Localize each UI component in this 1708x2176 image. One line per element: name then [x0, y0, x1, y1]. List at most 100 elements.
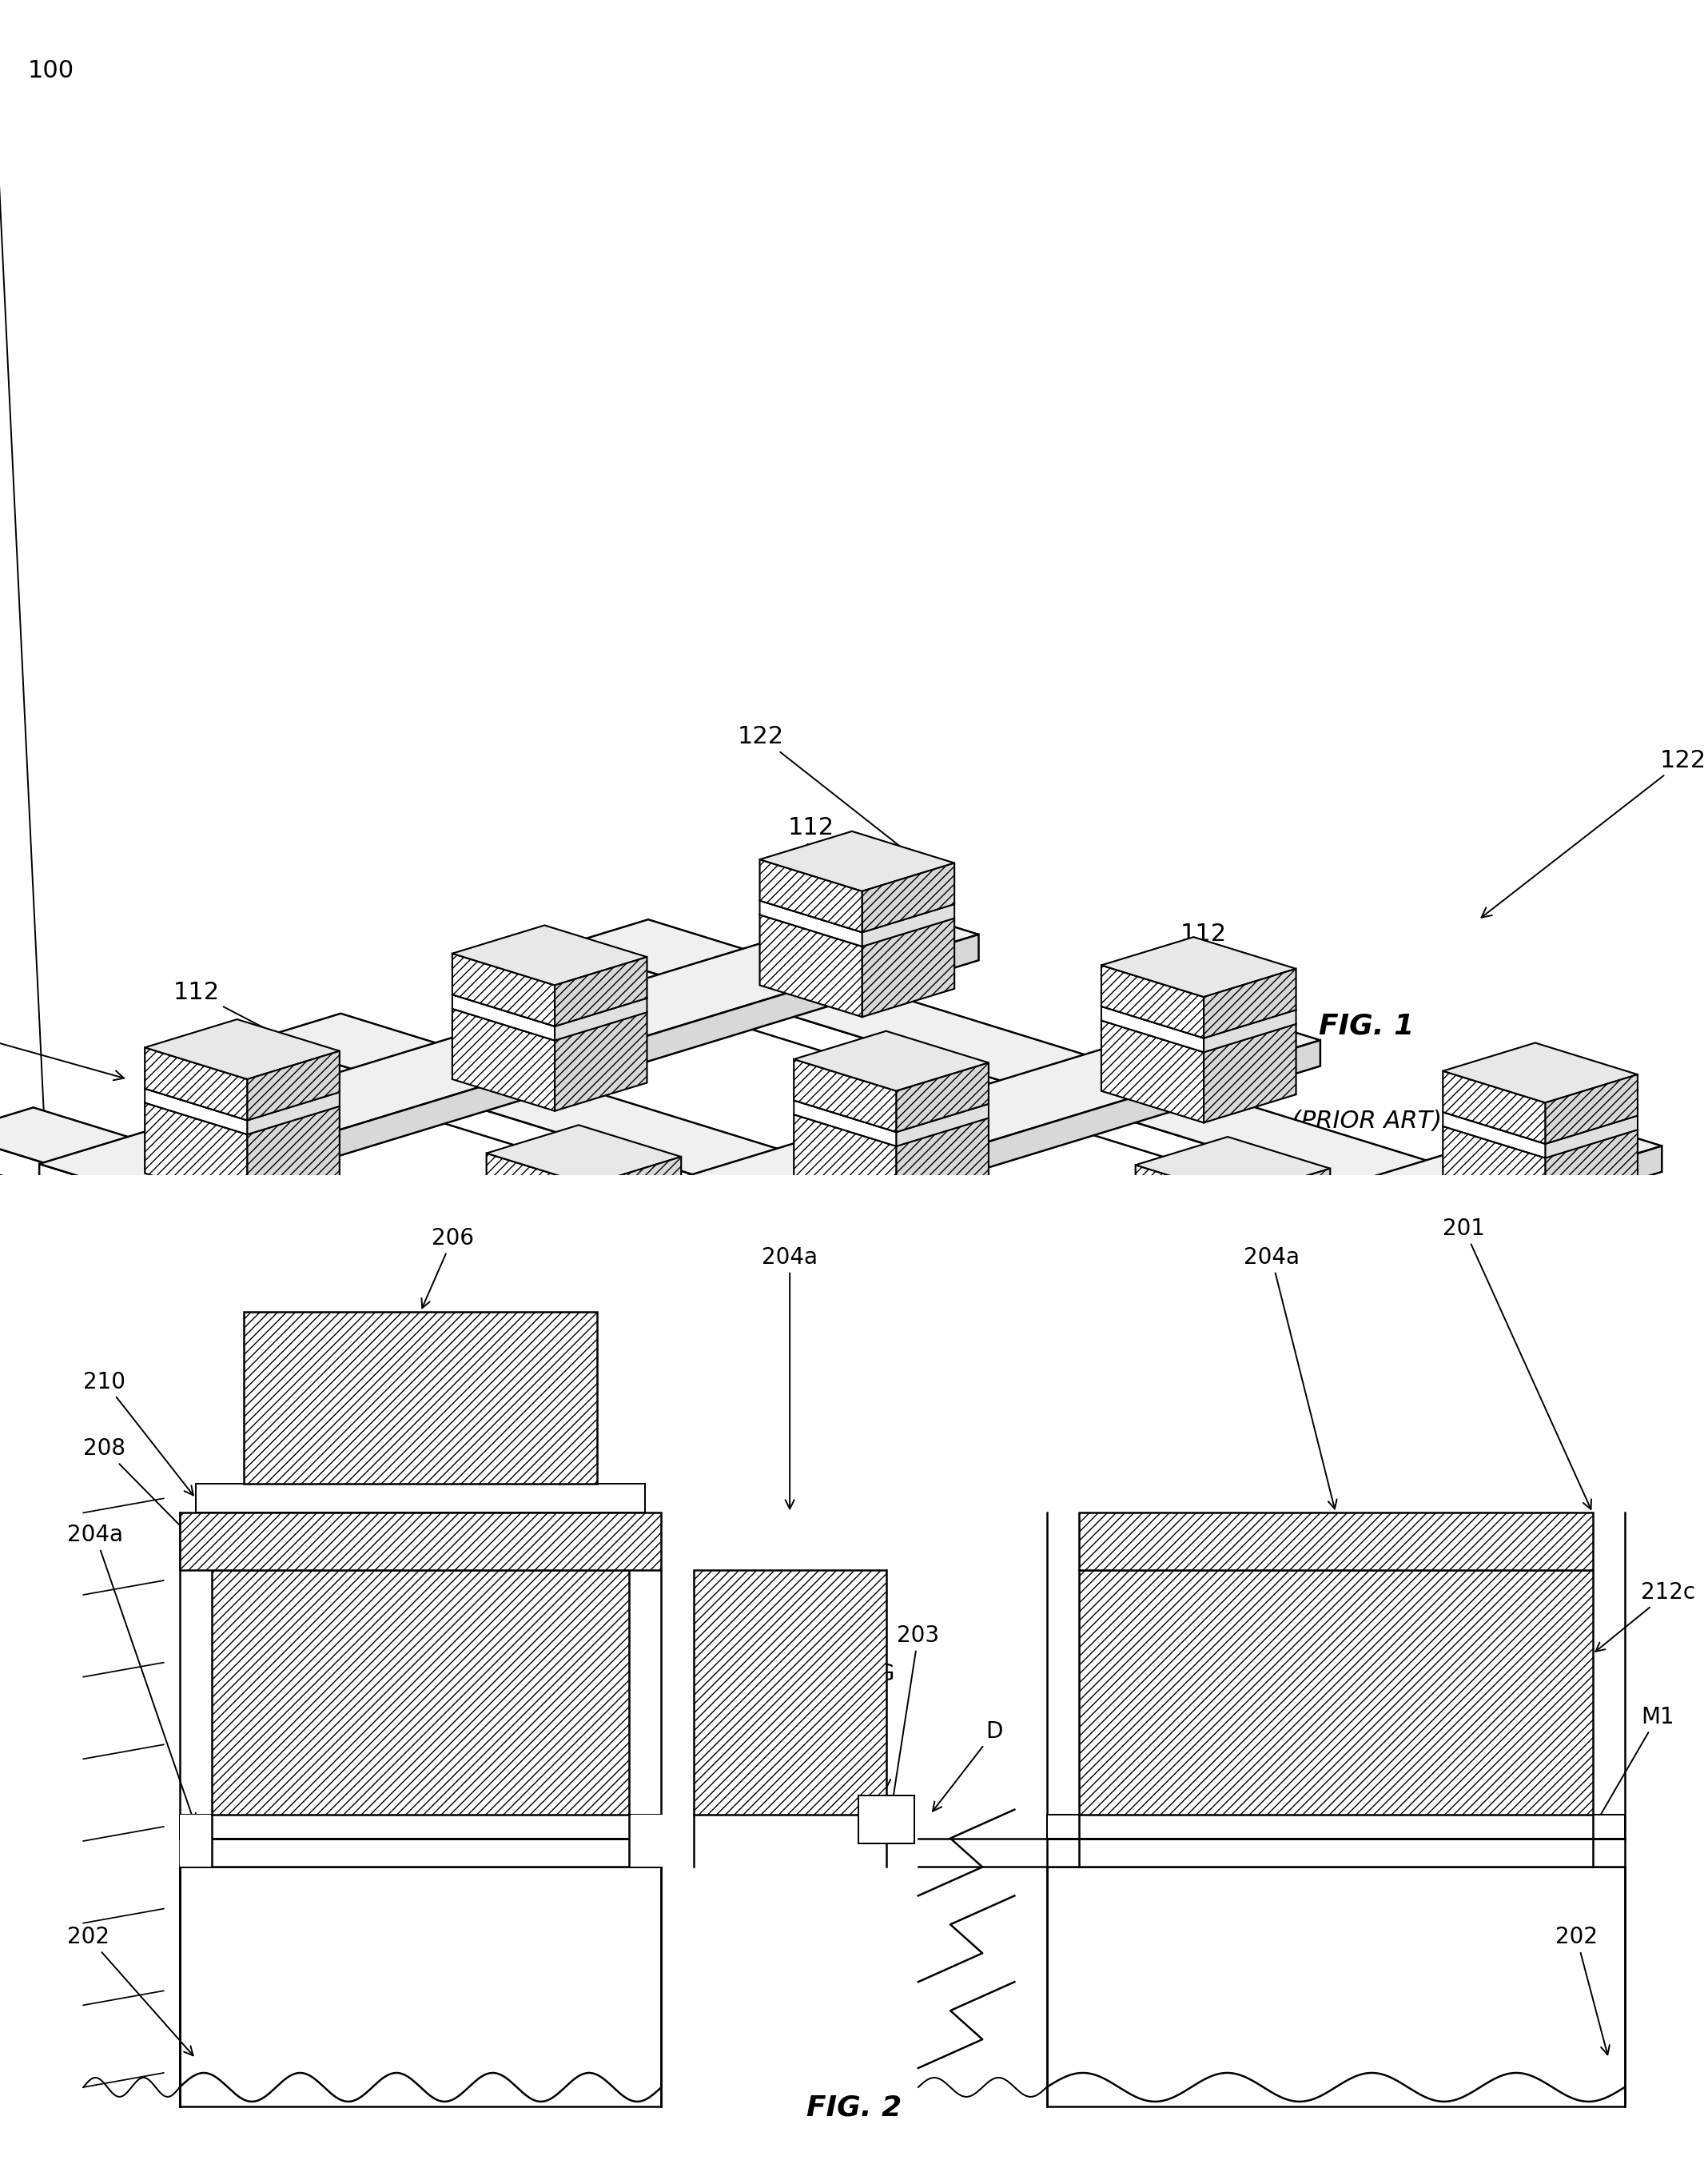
Polygon shape [1136, 1164, 1238, 1238]
Polygon shape [1102, 1005, 1204, 1053]
Polygon shape [589, 1212, 681, 1310]
Polygon shape [555, 1012, 647, 1112]
Text: 212b: 212b [762, 1682, 818, 1704]
Bar [693, 1571, 886, 1815]
Bar [1079, 1512, 1592, 1571]
Bar [244, 1312, 598, 1484]
Text: 201: 201 [1443, 1219, 1592, 1510]
Polygon shape [1443, 1112, 1546, 1158]
Polygon shape [863, 905, 955, 947]
Polygon shape [863, 918, 955, 1016]
Polygon shape [145, 1060, 340, 1121]
Text: M1: M1 [1595, 1706, 1674, 1826]
Polygon shape [248, 1105, 340, 1206]
Polygon shape [381, 1012, 1320, 1299]
Polygon shape [589, 1199, 681, 1240]
Polygon shape [760, 831, 955, 892]
Polygon shape [760, 886, 955, 947]
Polygon shape [1315, 1340, 1401, 1393]
Text: 204a: 204a [1243, 1247, 1337, 1508]
Polygon shape [0, 1134, 1008, 1486]
Polygon shape [760, 860, 863, 931]
Polygon shape [589, 1158, 681, 1225]
Bar [1047, 1839, 1624, 1867]
Polygon shape [1136, 1192, 1331, 1251]
Text: 100: 100 [27, 59, 75, 83]
Polygon shape [931, 1262, 1023, 1332]
Polygon shape [1546, 1129, 1638, 1229]
Polygon shape [145, 1018, 340, 1079]
Polygon shape [248, 1051, 340, 1121]
Polygon shape [453, 1010, 555, 1112]
Polygon shape [794, 1114, 897, 1216]
Polygon shape [828, 1273, 1023, 1332]
Text: 202: 202 [1556, 1926, 1609, 2054]
Text: D: D [933, 1721, 1003, 1810]
Polygon shape [863, 864, 955, 931]
Bar [179, 1867, 661, 2106]
Text: S: S [770, 1721, 840, 1810]
Polygon shape [1623, 1247, 1708, 1299]
Text: 112: 112 [1120, 923, 1226, 1114]
Polygon shape [794, 1086, 989, 1147]
Polygon shape [39, 1164, 133, 1219]
Polygon shape [1204, 1025, 1296, 1123]
Polygon shape [145, 1047, 248, 1121]
Text: 204a: 204a [67, 1523, 196, 1823]
Polygon shape [487, 1166, 681, 1225]
Polygon shape [39, 905, 979, 1192]
Bar [629, 1815, 693, 1867]
Polygon shape [133, 934, 979, 1219]
Text: 122: 122 [738, 725, 946, 881]
Bar [693, 1571, 886, 1815]
Polygon shape [828, 1299, 931, 1347]
Polygon shape [722, 1116, 1662, 1404]
Polygon shape [487, 1208, 589, 1310]
Text: 212c: 212c [1595, 1582, 1694, 1652]
Polygon shape [1204, 968, 1296, 1038]
Bar [212, 1571, 629, 1815]
Text: FIG. 2: FIG. 2 [806, 2093, 902, 2122]
Bar [661, 1815, 886, 1867]
Polygon shape [453, 994, 555, 1040]
Polygon shape [1136, 1206, 1238, 1251]
Text: 212a: 212a [393, 1682, 449, 1704]
Polygon shape [794, 1101, 897, 1147]
Polygon shape [487, 1195, 589, 1240]
Polygon shape [453, 966, 647, 1027]
Bar [179, 1512, 661, 1571]
Bar [1079, 1571, 1592, 1815]
Polygon shape [145, 1088, 248, 1134]
Polygon shape [1443, 1127, 1546, 1229]
Polygon shape [1443, 1099, 1638, 1158]
Polygon shape [1102, 966, 1204, 1038]
Bar [179, 1815, 212, 1867]
Polygon shape [1443, 1084, 1638, 1145]
Polygon shape [256, 1040, 1315, 1393]
Polygon shape [760, 901, 863, 947]
Polygon shape [453, 953, 555, 1027]
Polygon shape [1546, 1116, 1638, 1158]
Polygon shape [1238, 1169, 1331, 1238]
Bar [1079, 1512, 1592, 1571]
Text: (PRIOR ART): (PRIOR ART) [1291, 1110, 1442, 1134]
Text: 112: 112 [775, 816, 834, 994]
Polygon shape [931, 1303, 1023, 1347]
Polygon shape [564, 944, 1623, 1299]
Polygon shape [1102, 938, 1296, 997]
Polygon shape [1136, 1221, 1238, 1323]
Polygon shape [0, 1108, 1093, 1460]
Polygon shape [1102, 1021, 1204, 1123]
Polygon shape [1443, 1042, 1638, 1103]
Polygon shape [1136, 1136, 1331, 1197]
Text: 208: 208 [84, 1438, 193, 1538]
Text: FIG. 1: FIG. 1 [1319, 1012, 1414, 1040]
Polygon shape [1204, 1010, 1296, 1053]
Polygon shape [248, 1092, 340, 1134]
Polygon shape [1443, 1071, 1546, 1145]
Bar [244, 1312, 598, 1484]
Text: 202: 202 [67, 1926, 193, 2056]
Text: 206: 206 [422, 1227, 473, 1308]
Polygon shape [897, 1062, 989, 1132]
Polygon shape [828, 1260, 931, 1332]
